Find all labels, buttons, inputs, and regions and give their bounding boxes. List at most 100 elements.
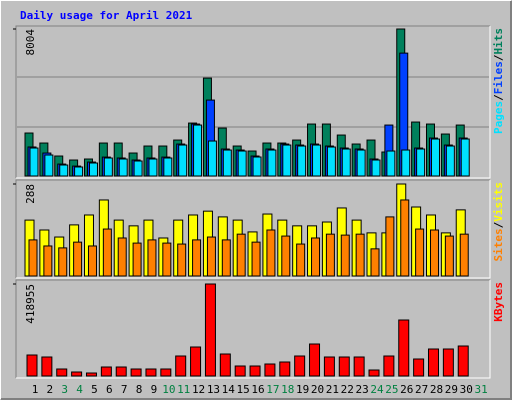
legend: Sites/Visits xyxy=(492,182,505,262)
x-tick-label: 3 xyxy=(61,383,68,396)
bar xyxy=(29,147,39,177)
bar xyxy=(100,366,112,377)
bar xyxy=(325,233,335,277)
bar xyxy=(219,353,231,377)
x-tick-label: 11 xyxy=(177,383,190,396)
bar xyxy=(44,154,54,177)
bar xyxy=(386,150,396,177)
panel-light xyxy=(16,26,491,179)
x-tick-label: 1 xyxy=(32,383,39,396)
bar xyxy=(26,354,38,377)
bar xyxy=(103,157,113,177)
x-tick-label: 7 xyxy=(121,383,128,396)
x-tick-label: 18 xyxy=(281,383,294,396)
x-tick-label: 4 xyxy=(76,383,83,396)
x-tick-label: 13 xyxy=(207,383,220,396)
bar xyxy=(59,164,69,177)
bar xyxy=(190,346,202,377)
x-tick-label: 19 xyxy=(296,383,309,396)
bar xyxy=(234,365,246,377)
bar xyxy=(371,159,381,177)
panel-light xyxy=(16,280,491,379)
x-tick-label: 17 xyxy=(266,383,279,396)
y-tick-label: 8004 xyxy=(24,29,37,56)
x-tick-label: 5 xyxy=(91,383,98,396)
legend-entry: Pages xyxy=(492,101,505,134)
bar xyxy=(340,234,350,277)
bar xyxy=(162,242,172,277)
bar xyxy=(311,237,321,277)
bar xyxy=(323,356,335,377)
panel xyxy=(16,280,490,378)
x-tick-label: 16 xyxy=(251,383,264,396)
x-tick-label: 10 xyxy=(162,383,175,396)
bar xyxy=(383,355,395,377)
bar xyxy=(204,283,216,377)
x-tick-label: 24 xyxy=(370,383,384,396)
bar xyxy=(58,247,68,277)
bar xyxy=(73,241,83,277)
bar xyxy=(370,248,380,277)
legend: KBytes xyxy=(492,282,505,322)
legend-entry: Visits xyxy=(492,182,505,222)
bar xyxy=(251,241,261,277)
y-tick-label: 288 xyxy=(24,184,37,204)
panel-shadow xyxy=(15,179,490,278)
bar xyxy=(326,146,336,177)
bar xyxy=(148,158,158,177)
bar xyxy=(249,365,261,377)
bar xyxy=(430,138,440,177)
bar xyxy=(413,358,425,377)
bar xyxy=(207,140,217,177)
bar xyxy=(266,229,276,277)
x-tick-label: 2 xyxy=(47,383,54,396)
bar xyxy=(281,235,291,277)
bar xyxy=(177,243,187,277)
chart-title: Daily usage for April 2021 xyxy=(20,9,193,22)
bar xyxy=(43,245,53,277)
bar xyxy=(341,148,351,177)
bar xyxy=(28,239,38,277)
bar xyxy=(236,233,246,277)
bar xyxy=(71,371,83,377)
bar xyxy=(130,368,142,377)
x-tick-label: 8 xyxy=(136,383,143,396)
bar xyxy=(282,144,292,177)
bar xyxy=(193,124,203,177)
bar xyxy=(444,235,454,277)
x-tick-label: 12 xyxy=(192,383,205,396)
x-tick-label: 6 xyxy=(106,383,113,396)
x-tick-label: 31 xyxy=(474,383,487,396)
bar xyxy=(312,144,322,177)
bar xyxy=(401,149,411,177)
bar xyxy=(338,356,350,377)
bar xyxy=(309,343,321,377)
bar xyxy=(297,145,307,177)
bar xyxy=(457,345,469,377)
bar xyxy=(178,144,188,177)
panel-shadow xyxy=(15,25,490,178)
bar xyxy=(400,199,410,277)
bar xyxy=(222,149,232,177)
bar xyxy=(147,239,157,277)
bar xyxy=(279,361,291,377)
legend-entry: Sites xyxy=(492,228,505,261)
bar xyxy=(56,368,68,377)
x-tick-label: 23 xyxy=(356,383,369,396)
x-tick-label: 20 xyxy=(311,383,324,396)
bar xyxy=(445,145,455,177)
bar xyxy=(85,372,97,377)
bar xyxy=(252,156,262,177)
x-tick-label: 27 xyxy=(415,383,428,396)
bar xyxy=(398,319,410,377)
bar xyxy=(267,149,277,177)
legend-separator: / xyxy=(492,94,505,101)
x-tick-label: 28 xyxy=(430,383,443,396)
bar xyxy=(416,148,426,177)
x-tick-label: 22 xyxy=(341,383,354,396)
bar xyxy=(355,233,365,277)
panel-light xyxy=(16,180,491,279)
bar xyxy=(163,157,173,177)
bar xyxy=(41,356,53,377)
bar xyxy=(237,150,247,177)
